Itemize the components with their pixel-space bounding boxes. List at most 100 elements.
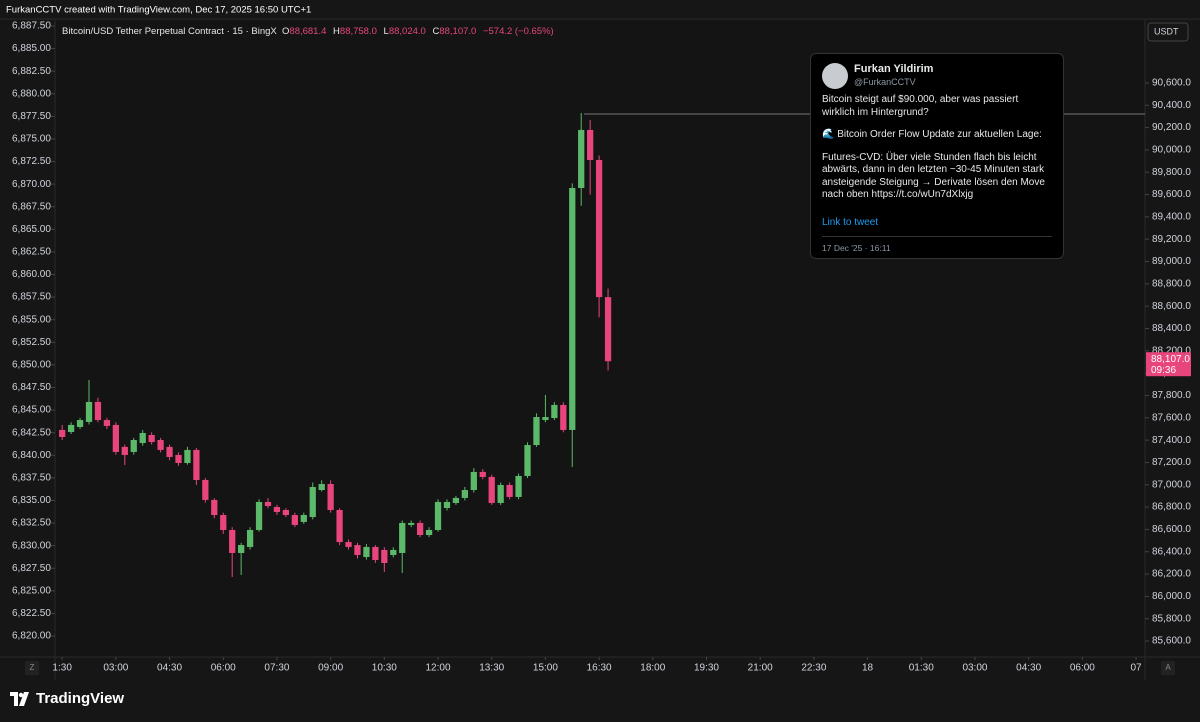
y2-tick-label: 6,832.50 — [12, 518, 51, 529]
y2-tick-label: 6,862.50 — [12, 247, 51, 258]
y-tick-label: 87,800.0 — [1152, 390, 1191, 401]
y-tick-label: 88,800.0 — [1152, 279, 1191, 290]
footer-brand: TradingView — [36, 690, 125, 707]
x-tick-label: 18:00 — [640, 663, 665, 674]
candle-body — [372, 546, 379, 561]
y-tick-label: 88,600.0 — [1152, 301, 1191, 312]
y2-tick-label: 6,845.00 — [12, 405, 51, 416]
x-tick-label: 07:30 — [264, 663, 289, 674]
y-tick-label: 89,800.0 — [1152, 167, 1191, 178]
candle-body — [112, 424, 119, 452]
candle-body — [408, 522, 415, 525]
tweet-link[interactable]: Link to tweet — [822, 217, 879, 228]
symbol-legend: Bitcoin/USD Tether Perpetual Contract · … — [62, 26, 558, 37]
candle-body — [506, 484, 513, 497]
candle-body — [318, 483, 325, 491]
candle-body — [103, 420, 111, 426]
y2-tick-label: 6,827.50 — [12, 563, 51, 574]
candle-body — [515, 475, 522, 497]
candle-body — [157, 440, 164, 450]
candle-body — [488, 476, 495, 503]
candle-body — [309, 487, 316, 518]
candle-body — [425, 529, 433, 536]
candle-body — [193, 449, 200, 480]
candle-body — [390, 549, 397, 555]
tweet-line: ansteigende Steigung → Derivate lösen de… — [822, 176, 1045, 188]
y2-tick-label: 6,835.00 — [12, 495, 51, 506]
y-tick-label: 87,600.0 — [1152, 412, 1191, 423]
candle-body — [578, 129, 585, 188]
x-tick-label: 09:00 — [318, 663, 343, 674]
x-tick-label: 12:00 — [426, 663, 451, 674]
y2-tick-label: 6,857.50 — [12, 292, 51, 303]
x-tick-label: 04:30 — [1016, 663, 1041, 674]
y-tick-label: 86,600.0 — [1152, 524, 1191, 535]
candle-body — [381, 549, 388, 564]
y2-tick-label: 6,865.00 — [12, 224, 51, 235]
header-bar — [0, 0, 1200, 18]
x-tick-label: 06:00 — [1070, 663, 1095, 674]
y-tick-label: 88,200.0 — [1152, 345, 1191, 356]
candle-body — [363, 546, 370, 557]
scale-button[interactable] — [25, 661, 39, 675]
candle-body — [211, 499, 218, 516]
y2-tick-label: 6,880.00 — [12, 88, 51, 99]
candle-body — [452, 497, 460, 503]
ohlc-key: O — [282, 26, 290, 37]
scale-button[interactable] — [1161, 661, 1175, 675]
candle-body — [166, 446, 173, 457]
x-tick-label: 01:30 — [909, 663, 934, 674]
ohlc-key: C — [432, 26, 440, 37]
ohlc-value: 88,107.0 — [439, 26, 477, 37]
candle-body — [497, 484, 504, 503]
tweet-line: 🌊 Bitcoin Order Flow Update zur aktuelle… — [822, 129, 1042, 140]
ohlc-key: L — [383, 26, 389, 37]
currency: USDT — [1154, 26, 1179, 36]
candle-body — [595, 159, 603, 298]
x-tick-label: 03:00 — [962, 663, 987, 674]
candle-body — [282, 510, 290, 516]
x-tick-label: 04:30 — [157, 663, 182, 674]
candle-body — [94, 401, 102, 421]
candle-body — [273, 506, 281, 513]
candle-body — [336, 510, 343, 543]
y2-tick-label: 6,852.50 — [12, 337, 51, 348]
y2-tick-label: 6,887.50 — [12, 21, 51, 32]
candle-body — [291, 515, 298, 525]
candle-body — [184, 449, 191, 464]
candle-body — [327, 483, 334, 510]
y2-tick-label: 6,850.00 — [12, 360, 51, 371]
last-price: 88,107.0 — [1151, 354, 1190, 365]
candle-body — [551, 404, 558, 419]
candle-body — [76, 420, 84, 427]
currency-box[interactable] — [1147, 22, 1189, 42]
x-tick-label: 07 — [1130, 663, 1142, 674]
footer-bar — [0, 680, 1200, 722]
header-text: FurkanCCTV created with TradingView.com,… — [6, 5, 311, 16]
candle-body — [587, 129, 594, 160]
y-tick-label: 88,400.0 — [1152, 323, 1191, 334]
logo — [10, 692, 29, 706]
candle-body — [121, 446, 128, 455]
y-tick-label: 86,000.0 — [1152, 591, 1191, 602]
y-tick-label: 86,200.0 — [1152, 569, 1191, 580]
candle-body — [542, 417, 549, 421]
candle-body — [139, 432, 146, 444]
y2-tick-label: 6,830.00 — [12, 540, 51, 551]
y-tick-label: 89,200.0 — [1152, 234, 1191, 245]
scale-button-label: A — [1165, 663, 1171, 672]
x-tick-label: 13:30 — [479, 663, 504, 674]
candle-body — [560, 404, 567, 430]
candle-body — [443, 501, 451, 508]
candle-body — [264, 501, 272, 506]
countdown: 09:36 — [1151, 365, 1176, 376]
x-tick-label: 22:30 — [801, 663, 826, 674]
tweet-card: Furkan Yildirim @FurkanCCTV Bitcoin stei… — [810, 53, 1064, 259]
candle-body — [255, 501, 263, 530]
y2-tick-label: 6,875.00 — [12, 134, 51, 145]
y2-tick-label: 6,822.50 — [12, 608, 51, 619]
tweet-line: Bitcoin steigt auf $90.000, aber was pas… — [822, 94, 1019, 105]
y-tick-label: 87,200.0 — [1152, 457, 1191, 468]
y2-tick-label: 6,820.00 — [12, 631, 51, 642]
